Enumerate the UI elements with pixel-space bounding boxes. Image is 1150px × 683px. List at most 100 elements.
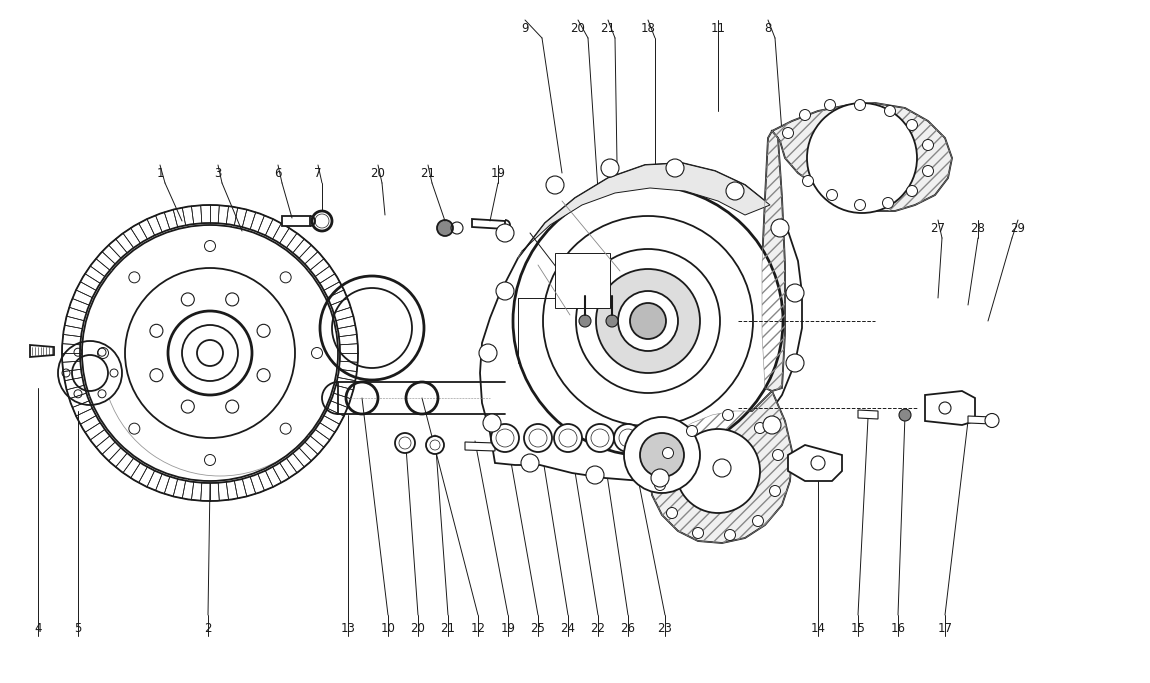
Text: 21: 21 (600, 21, 615, 35)
Text: 11: 11 (711, 21, 726, 35)
Circle shape (687, 426, 698, 436)
Polygon shape (762, 131, 785, 391)
Circle shape (752, 516, 764, 527)
Polygon shape (518, 163, 770, 258)
Circle shape (762, 416, 781, 434)
Circle shape (662, 447, 674, 458)
Text: 19: 19 (500, 622, 515, 635)
Circle shape (811, 456, 825, 470)
Circle shape (986, 413, 999, 428)
Circle shape (624, 417, 700, 493)
Circle shape (576, 249, 720, 393)
Text: 17: 17 (937, 622, 952, 635)
Text: 24: 24 (560, 622, 575, 635)
Circle shape (618, 291, 678, 351)
Circle shape (437, 220, 453, 236)
Circle shape (496, 224, 514, 242)
Text: 25: 25 (530, 622, 545, 635)
Circle shape (543, 216, 753, 426)
Circle shape (651, 469, 669, 487)
Text: 16: 16 (890, 622, 905, 635)
Text: 26: 26 (621, 622, 636, 635)
Circle shape (676, 429, 760, 513)
Text: 27: 27 (930, 221, 945, 234)
Text: 19: 19 (491, 167, 506, 180)
Circle shape (60, 203, 360, 503)
Circle shape (799, 109, 811, 120)
Circle shape (785, 284, 804, 302)
Circle shape (940, 402, 951, 414)
Text: 12: 12 (470, 622, 485, 635)
Circle shape (769, 486, 781, 497)
Circle shape (521, 454, 539, 472)
Circle shape (641, 433, 684, 477)
Polygon shape (480, 163, 802, 481)
Circle shape (803, 176, 813, 186)
Circle shape (491, 424, 519, 452)
Circle shape (426, 436, 444, 454)
Text: 14: 14 (811, 622, 826, 635)
Circle shape (483, 414, 501, 432)
Circle shape (754, 423, 766, 434)
Circle shape (480, 344, 497, 362)
Circle shape (524, 424, 552, 452)
Polygon shape (925, 391, 975, 425)
Circle shape (922, 165, 934, 176)
Circle shape (906, 186, 918, 197)
Text: 8: 8 (765, 21, 772, 35)
Polygon shape (650, 391, 792, 543)
Circle shape (807, 103, 917, 213)
Circle shape (782, 128, 793, 139)
Text: 1: 1 (156, 167, 163, 180)
Text: 22: 22 (590, 622, 606, 635)
Text: 5: 5 (75, 622, 82, 635)
Text: 28: 28 (971, 221, 986, 234)
Text: 29: 29 (1011, 221, 1026, 234)
Circle shape (586, 466, 604, 484)
Polygon shape (30, 345, 54, 357)
Circle shape (596, 269, 700, 373)
Circle shape (906, 120, 918, 130)
Circle shape (825, 100, 836, 111)
Text: 20: 20 (570, 21, 585, 35)
Circle shape (722, 410, 734, 421)
Text: 15: 15 (851, 622, 866, 635)
Polygon shape (772, 103, 952, 211)
Circle shape (394, 433, 415, 453)
Circle shape (724, 529, 736, 540)
Circle shape (899, 409, 911, 421)
Circle shape (882, 197, 894, 208)
Text: 20: 20 (411, 622, 425, 635)
Circle shape (827, 189, 837, 201)
Text: 3: 3 (214, 167, 222, 180)
Circle shape (667, 507, 677, 518)
Text: 21: 21 (440, 622, 455, 635)
Text: 21: 21 (421, 167, 436, 180)
Circle shape (614, 424, 642, 452)
Text: 23: 23 (658, 622, 673, 635)
Text: 20: 20 (370, 167, 385, 180)
Circle shape (854, 199, 866, 210)
Text: 6: 6 (274, 167, 282, 180)
Circle shape (606, 315, 618, 327)
Polygon shape (858, 410, 877, 419)
Circle shape (770, 219, 789, 237)
Circle shape (666, 159, 684, 177)
Circle shape (854, 100, 866, 111)
Circle shape (630, 303, 666, 339)
Circle shape (922, 139, 934, 150)
Polygon shape (282, 216, 310, 226)
Circle shape (654, 479, 666, 490)
Polygon shape (788, 445, 842, 481)
Circle shape (496, 282, 514, 300)
Polygon shape (968, 416, 992, 424)
Text: 4: 4 (34, 622, 41, 635)
Circle shape (586, 424, 614, 452)
Circle shape (884, 105, 896, 117)
Circle shape (785, 354, 804, 372)
Circle shape (578, 315, 591, 327)
Polygon shape (555, 253, 610, 308)
Text: 9: 9 (521, 21, 529, 35)
Text: 13: 13 (340, 622, 355, 635)
Circle shape (601, 159, 619, 177)
